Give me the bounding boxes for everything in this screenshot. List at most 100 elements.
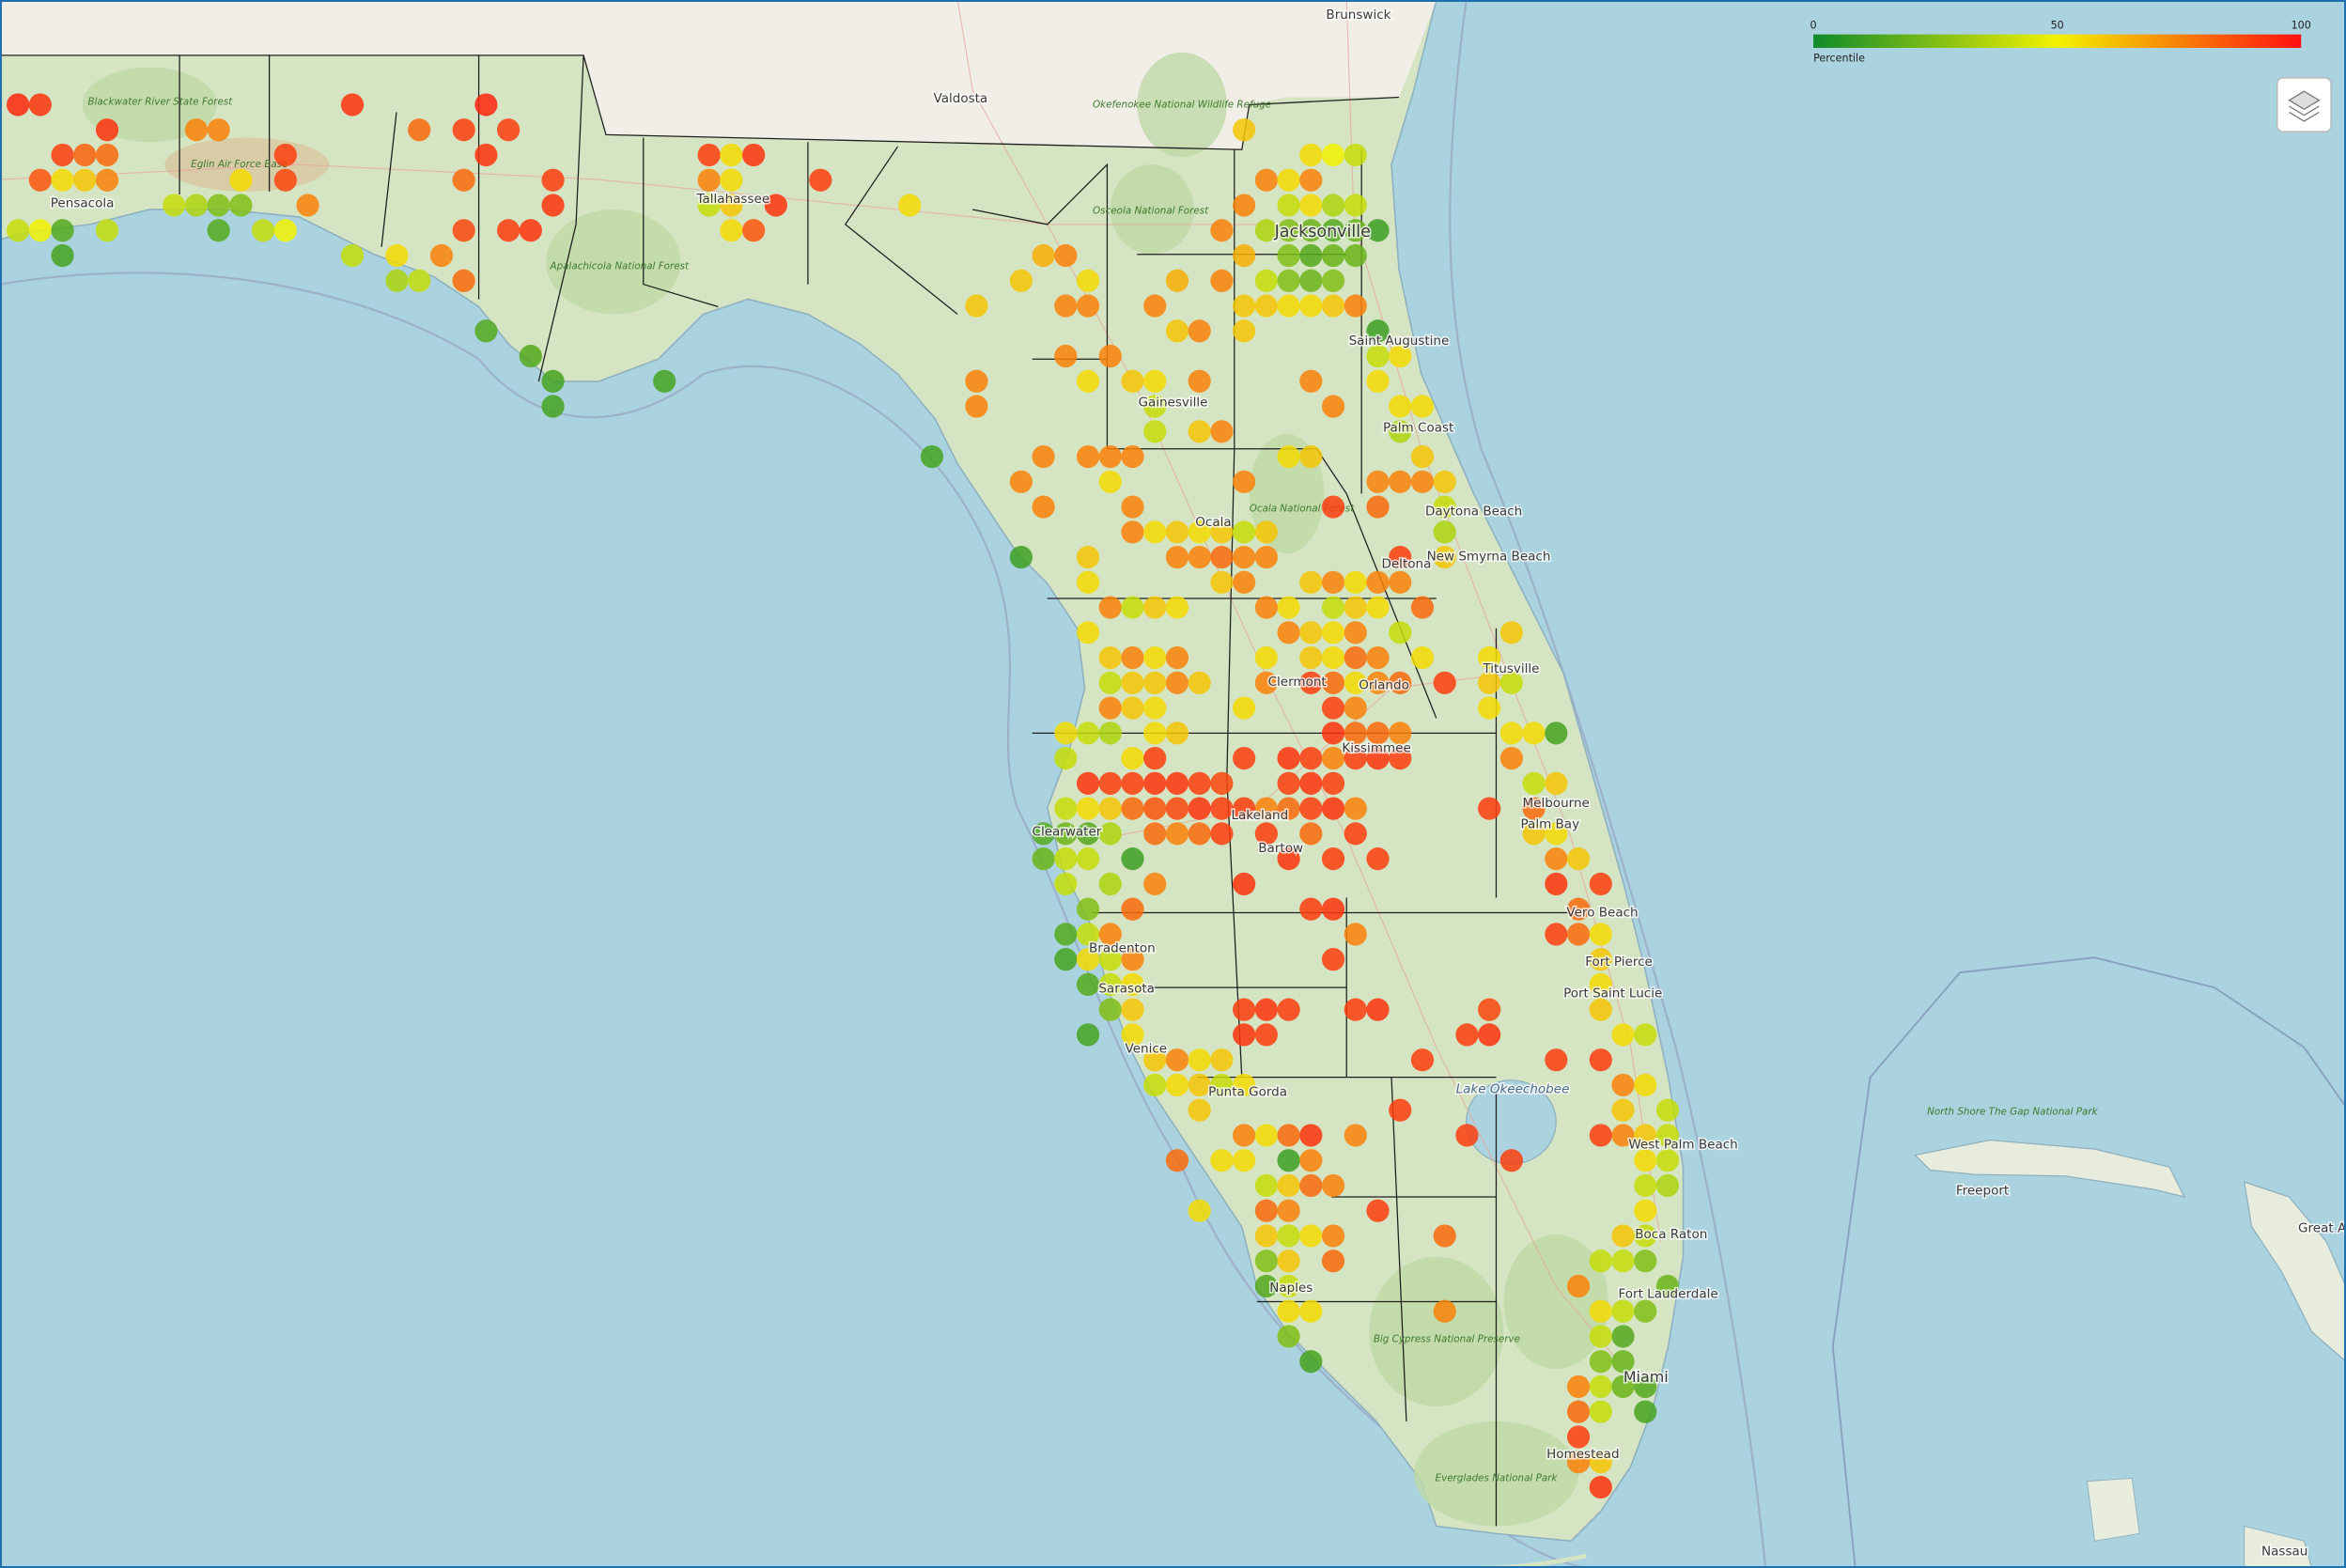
- station-dot: [7, 219, 30, 242]
- station-dot: [1321, 797, 1345, 820]
- layers-button[interactable]: [2276, 77, 2332, 132]
- station-dot: [1188, 420, 1211, 443]
- station-dot: [1321, 1224, 1345, 1248]
- place-label: Palm Bay: [1520, 816, 1579, 831]
- station-dot: [1611, 1124, 1635, 1147]
- park-area: [1369, 1256, 1504, 1407]
- station-dot: [184, 118, 209, 142]
- place-label: Nassau: [2261, 1544, 2307, 1559]
- station-dot: [1210, 1149, 1234, 1172]
- station-dot: [1143, 645, 1167, 670]
- layers-icon[interactable]: [2288, 90, 2321, 110]
- station-dot: [1299, 621, 1323, 644]
- station-dot: [1076, 822, 1100, 846]
- station-dot: [1098, 872, 1122, 895]
- station-dot: [541, 369, 565, 393]
- station-dot: [1054, 797, 1078, 820]
- station-dot: [1655, 1274, 1680, 1298]
- station-dot: [1054, 923, 1078, 946]
- station-dot: [1210, 545, 1234, 569]
- station-dot: [1143, 822, 1167, 846]
- station-dot: [1121, 948, 1144, 971]
- station-dot: [1143, 722, 1167, 745]
- place-label: Palm Coast: [1383, 420, 1453, 435]
- station-dot: [1566, 1451, 1591, 1474]
- station-dot: [408, 269, 431, 292]
- station-dot: [697, 168, 721, 192]
- station-dot: [1233, 194, 1256, 217]
- islands: [2086, 1477, 2312, 1568]
- station-dot: [1254, 1224, 1278, 1248]
- place-label: Jacksonville: [1274, 223, 1371, 241]
- station-dot: [742, 219, 766, 242]
- park-label: Okefenokee National Wildlife Refuge: [1093, 99, 1271, 110]
- station-dot: [1366, 470, 1390, 493]
- station-dot: [1611, 1325, 1635, 1348]
- county-line: [643, 137, 1109, 449]
- station-dot: [1366, 671, 1390, 694]
- station-dot: [1321, 696, 1345, 720]
- station-dot: [1076, 570, 1100, 594]
- place-label: Venice: [1126, 1041, 1168, 1056]
- station-dot: [1321, 948, 1345, 971]
- station-dot: [1032, 822, 1055, 846]
- station-dot: [1321, 596, 1345, 619]
- station-dot: [1611, 1023, 1635, 1047]
- station-dot: [1589, 1250, 1612, 1273]
- station-dot: [742, 143, 766, 167]
- station-dot: [1321, 645, 1345, 670]
- station-dot: [1344, 671, 1367, 694]
- station-dot: [1076, 972, 1100, 997]
- station-dot: [1233, 872, 1256, 895]
- station-dot: [1254, 645, 1278, 670]
- station-dot: [1188, 369, 1211, 393]
- station-dot: [1277, 194, 1300, 217]
- station-dot: [1076, 948, 1100, 971]
- station-dot: [697, 194, 721, 217]
- station-dot: [1009, 545, 1033, 569]
- station-dot: [1277, 1325, 1300, 1348]
- station-dot: [1233, 1073, 1256, 1097]
- station-dot: [1188, 797, 1211, 820]
- station-dot: [1366, 319, 1390, 343]
- station-dot: [1188, 545, 1211, 569]
- station-dot: [1366, 722, 1390, 745]
- station-dot: [1277, 269, 1300, 292]
- station-dot: [519, 219, 542, 242]
- station-dot: [1299, 1350, 1323, 1374]
- legend-tick-label: 100: [2292, 19, 2311, 31]
- station-dot: [1254, 168, 1278, 192]
- station-dot: [1098, 645, 1122, 670]
- place-label: Titusville: [1482, 661, 1539, 676]
- station-dot: [1076, 797, 1100, 820]
- station-dot: [1321, 722, 1345, 745]
- legend-tick-label: 50: [2051, 19, 2064, 31]
- station-dot: [1545, 872, 1568, 895]
- station-dot: [207, 194, 230, 217]
- station-dot: [1589, 1299, 1612, 1323]
- station-dot: [1344, 621, 1367, 644]
- place-label: Lakeland: [1232, 808, 1289, 823]
- station-dot: [1344, 645, 1367, 670]
- station-dot: [95, 118, 119, 142]
- station-dot: [1277, 771, 1300, 795]
- station-dot: [1433, 545, 1456, 569]
- station-dot: [73, 168, 97, 192]
- station-dot: [1233, 545, 1256, 569]
- place-label: Clermont: [1268, 675, 1327, 690]
- station-dot: [1254, 998, 1278, 1021]
- station-dot: [1389, 1098, 1412, 1122]
- station-dot: [1499, 671, 1523, 694]
- station-dot: [1366, 645, 1390, 670]
- station-dot: [1410, 596, 1435, 619]
- station-dot: [1121, 797, 1144, 820]
- station-dot: [1098, 972, 1122, 997]
- layers-icon[interactable]: [2289, 105, 2320, 122]
- station-dot: [965, 294, 988, 318]
- station-dot: [720, 143, 743, 167]
- station-dot: [1054, 747, 1078, 770]
- station-dot: [1410, 470, 1435, 493]
- station-dot: [1143, 872, 1167, 895]
- station-dot: [273, 219, 297, 242]
